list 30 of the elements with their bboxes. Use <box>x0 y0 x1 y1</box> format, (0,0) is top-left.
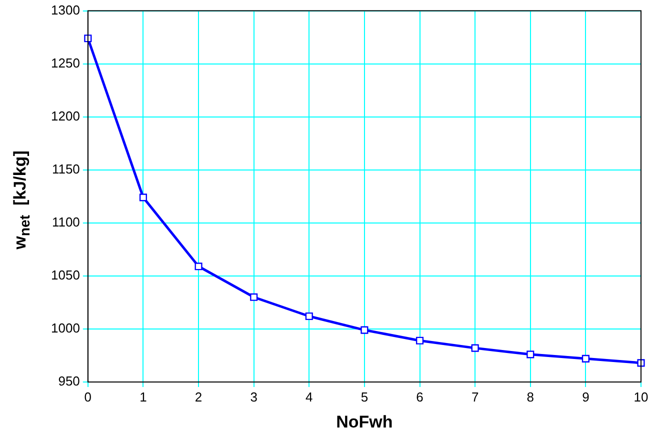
point <box>526 350 534 358</box>
point <box>194 262 202 270</box>
x-tick-label: 9 <box>582 389 590 404</box>
point <box>305 312 313 320</box>
y-tick-label: 1200 <box>51 108 80 124</box>
x-tick-label: 8 <box>526 389 534 404</box>
x-tick-label: 3 <box>250 389 258 404</box>
point <box>360 326 368 334</box>
x-tick-label: 10 <box>634 389 648 404</box>
y-tick-label: 1150 <box>52 161 80 176</box>
x-tick-label: 5 <box>360 389 368 404</box>
y-tick-label: 1250 <box>51 55 80 70</box>
x-tick-label: 1 <box>140 389 147 404</box>
point <box>582 354 590 362</box>
x-axis-title: NoFwh <box>336 412 393 432</box>
y-tick-label: 1050 <box>51 268 80 283</box>
x-tick-label: 6 <box>416 389 424 404</box>
x-tick-label: 2 <box>194 389 202 404</box>
point <box>250 293 258 301</box>
y-tick-label: 1300 <box>51 2 80 18</box>
y-tick-label: 1100 <box>52 214 80 230</box>
point <box>637 359 645 367</box>
x-tick-label: 0 <box>84 389 92 404</box>
x-tick-label: 4 <box>306 389 313 404</box>
point <box>139 194 148 202</box>
x-tick-label: 7 <box>471 389 479 404</box>
point <box>471 344 479 352</box>
y-tick-label: 950 <box>58 374 80 389</box>
y-tick-label: 1000 <box>51 320 80 336</box>
point <box>416 336 424 344</box>
